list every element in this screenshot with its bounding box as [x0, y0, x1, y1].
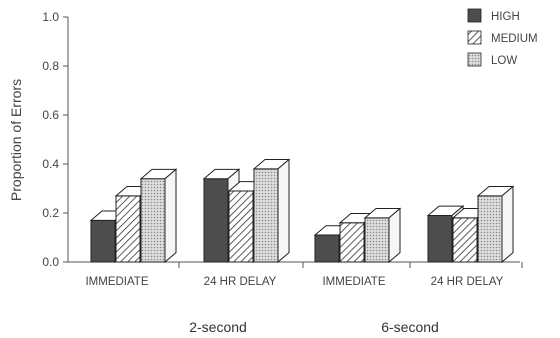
bar-high-4-front: [427, 214, 453, 263]
bar-low-2-front: [253, 168, 279, 263]
bar-medium-3-front: [339, 222, 365, 263]
group-label-2-second: 2-second: [189, 319, 247, 335]
x-tick-label-2: 24 HR DELAY: [204, 276, 277, 288]
y-axis-label: Proportion of Errors: [8, 79, 24, 201]
legend-swatch-low: [467, 52, 482, 67]
bar-low-4-front: [477, 195, 503, 263]
bar-medium-1-front: [115, 195, 141, 263]
bar-low-4: [476, 185, 515, 264]
y-tick-label-0: 0.0: [42, 255, 59, 269]
legend-label-high: HIGH: [491, 11, 520, 23]
legend-label-low: LOW: [491, 55, 517, 67]
group-label-6-second: 6-second: [381, 319, 439, 335]
bar-low-4-side: [501, 185, 514, 264]
y-tick-label-5: 1.0: [42, 10, 59, 24]
x-tick-label-4: 24 HR DELAY: [431, 276, 504, 288]
y-tick-label-3: 0.6: [42, 108, 59, 122]
legend-label-medium: MEDIUM: [491, 33, 538, 45]
bar-high-1-front: [90, 219, 116, 263]
x-tick-label-3: IMMEDIATE: [322, 276, 385, 288]
bar-low-3-front: [364, 217, 390, 263]
bar-high-2-front: [203, 178, 229, 263]
bar-low-1: [139, 168, 178, 264]
bar-low-2: [252, 158, 291, 264]
x-tick-label-1: IMMEDIATE: [85, 276, 148, 288]
bar-medium-4-front: [452, 217, 478, 263]
bar-medium-2-front: [228, 190, 254, 263]
bar-low-1-side: [164, 168, 177, 264]
y-tick-label-1: 0.2: [42, 206, 59, 220]
y-tick-label-4: 0.8: [42, 59, 59, 73]
legend-swatch-high: [467, 8, 482, 23]
bar-low-3: [363, 207, 402, 264]
bars: [89, 158, 515, 264]
bar-high-3-front: [314, 234, 340, 263]
bar-low-2-side: [277, 158, 290, 264]
legend-swatch-medium: [467, 30, 482, 45]
legend: HIGH MEDIUM LOW: [467, 8, 538, 67]
bar-low-3-side: [388, 207, 401, 264]
y-tick-label-2: 0.4: [42, 157, 59, 171]
bar-low-1-front: [140, 178, 166, 263]
